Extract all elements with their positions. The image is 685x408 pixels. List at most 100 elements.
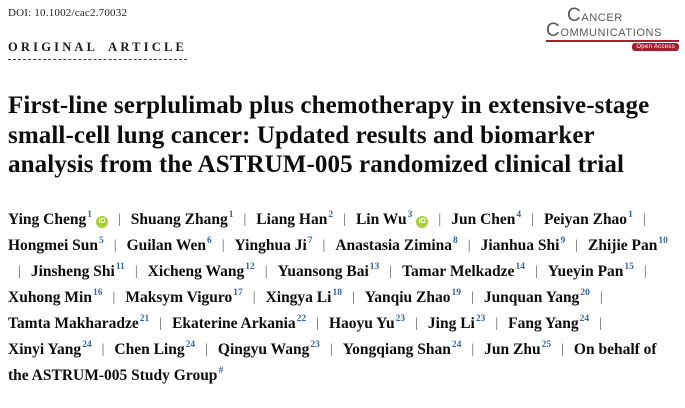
author-name: Yuansong Bai — [277, 262, 369, 280]
affiliation-superscript: 1 — [228, 210, 234, 221]
author-name: Lin Wu — [355, 210, 407, 228]
study-group-note: On behalf of the ASTRUM-005 Study Group# — [8, 341, 657, 384]
author-separator: | — [389, 263, 393, 279]
author: Jinsheng Shi11 — [31, 263, 125, 280]
author-separator: | — [159, 315, 163, 331]
author-separator: | — [415, 315, 418, 331]
affiliation-superscript: 13 — [369, 262, 380, 273]
author-name: Xicheng Wang — [147, 262, 245, 280]
author-separator: | — [438, 211, 442, 227]
author-separator: | — [471, 341, 475, 357]
author-name: Zhijie Pan — [588, 236, 658, 254]
author: Tamta Makharadze21 — [8, 315, 149, 332]
author: Ying Cheng1iD — [8, 211, 108, 228]
affiliation-superscript: 5 — [99, 236, 104, 247]
author: Junquan Yang20 — [484, 289, 590, 306]
affiliation-superscript: 19 — [451, 288, 462, 299]
author-name: Ekaterine Arkania — [172, 314, 296, 332]
author-name: Yongqiang Shan — [342, 340, 451, 358]
author: Lin Wu3iD — [355, 210, 429, 228]
affiliation-superscript: 6 — [206, 236, 212, 247]
affiliation-superscript: 23 — [395, 314, 406, 325]
author-name: Yanqiu Zhao — [364, 288, 451, 306]
author-separator: | — [495, 315, 499, 331]
author: Guilan Wen6 — [127, 237, 212, 254]
author: Jing Li23 — [428, 315, 485, 332]
study-group-superscript: # — [218, 366, 224, 377]
logo-rule — [546, 40, 679, 42]
affiliation-superscript: 3 — [407, 210, 413, 221]
author-separator: | — [643, 263, 647, 279]
author: Yuansong Bai13 — [278, 263, 380, 280]
affiliation-superscript: 24 — [451, 340, 462, 351]
author-name: Haoyu Yu — [328, 314, 395, 332]
author-separator: | — [113, 237, 117, 253]
affiliation-superscript: 21 — [139, 314, 150, 325]
author-separator: | — [471, 289, 474, 305]
affiliation-superscript: 16 — [93, 288, 103, 299]
journal-logo: Cancer Communications Open Access — [546, 5, 679, 51]
author: Peiyan Zhao1 — [544, 211, 633, 228]
author: Anastasia Zimina8 — [335, 237, 457, 254]
author-separator: | — [531, 211, 534, 227]
affiliation-superscript: 10 — [658, 236, 668, 247]
author-separator: | — [351, 289, 355, 305]
author-name: Ying Cheng — [8, 210, 87, 228]
author-name: Tamar Melkadze — [402, 262, 515, 280]
author-separator: | — [205, 341, 208, 357]
author: Yinghua Ji7 — [235, 237, 313, 254]
author-name: Jinsheng Shi — [30, 262, 115, 280]
author: Xicheng Wang12 — [148, 263, 255, 280]
orcid-icon[interactable]: iD — [95, 215, 108, 228]
affiliation-superscript: 23 — [310, 340, 320, 351]
author: Chen Ling24 — [114, 341, 195, 358]
author: Xinyi Yang24 — [8, 341, 92, 358]
affiliation-superscript: 24 — [579, 314, 590, 325]
orcid-icon[interactable]: iD — [416, 215, 429, 228]
author: Fang Yang24 — [508, 315, 589, 332]
author-name: Xingya Li — [265, 288, 332, 306]
author-separator: | — [575, 237, 579, 253]
author: Shuang Zhang1 — [131, 211, 234, 228]
affiliation-superscript: 9 — [560, 236, 566, 247]
author: Yongqiang Shan24 — [343, 341, 462, 358]
author-separator: | — [467, 237, 471, 253]
author-separator: | — [252, 289, 256, 305]
author-separator: | — [561, 341, 564, 357]
journal-name-line1: Cancer — [567, 5, 623, 26]
affiliation-superscript: 14 — [515, 262, 525, 273]
author-name: Tamta Makharadze — [8, 314, 139, 332]
author: Xingya Li18 — [266, 289, 342, 306]
author-separator: | — [534, 263, 538, 279]
author-name: Xuhong Min — [8, 288, 92, 306]
author-list: Ying Cheng1iD | Shuang Zhang1 | Liang Han2 | L… — [8, 207, 675, 389]
affiliation-superscript: 12 — [245, 262, 255, 273]
author-separator: | — [599, 289, 603, 305]
affiliation-superscript: 25 — [541, 340, 552, 351]
author: Zhijie Pan10 — [588, 237, 668, 254]
journal-name-line2: Communications — [546, 20, 663, 41]
author-separator: | — [134, 263, 138, 279]
affiliation-superscript: 24 — [82, 340, 92, 351]
author: Jianhua Shi9 — [481, 237, 566, 254]
affiliation-superscript: 7 — [307, 236, 313, 247]
author-name: Jun Chen — [451, 210, 516, 228]
author-name: Chen Ling — [114, 340, 185, 358]
author-separator: | — [316, 315, 319, 331]
affiliation-superscript: 22 — [296, 314, 307, 325]
author-name: Yueyin Pan — [547, 262, 624, 280]
author: Haoyu Yu23 — [329, 315, 405, 332]
author-separator: | — [117, 211, 121, 227]
author-name: Hongmei Sun — [8, 236, 99, 254]
author-name: Liang Han — [256, 210, 328, 228]
author-name: Anastasia Zimina — [335, 236, 453, 254]
author-name: Jun Zhu — [484, 340, 541, 358]
author: Yueyin Pan15 — [548, 263, 634, 280]
article-type-label: ORIGINAL ARTICLE — [8, 40, 188, 60]
affiliation-superscript: 23 — [475, 314, 486, 325]
author: Hongmei Sun5 — [8, 237, 104, 254]
affiliation-superscript: 15 — [624, 262, 634, 273]
author: Qingyu Wang23 — [218, 341, 320, 358]
author-name: Yinghua Ji — [234, 236, 307, 254]
